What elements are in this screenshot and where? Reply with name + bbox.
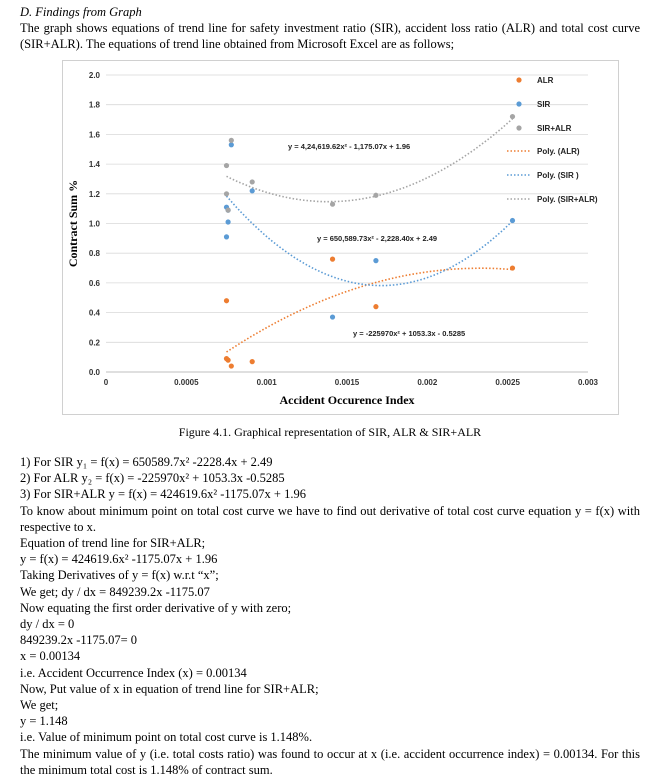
text-line: y = 1.148 — [20, 714, 68, 729]
data-point — [329, 256, 336, 262]
x-tick-label: 0.002 — [417, 378, 438, 387]
x-tick-label: 0.003 — [578, 378, 599, 387]
text-line: i.e. Accident Occurrence Index (x) = 0.0… — [20, 665, 247, 680]
y-axis-title: Contract Sum % — [66, 180, 80, 267]
legend-label: Poly. (SIR+ALR) — [537, 195, 598, 204]
x-tick-label: 0.0005 — [174, 378, 199, 387]
intro-paragraph: The graph shows equations of trend line … — [20, 21, 640, 51]
y-tick-label: 2.0 — [89, 71, 101, 80]
data-point — [225, 219, 231, 225]
data-point — [223, 191, 230, 197]
y-tick-label: 1.0 — [89, 220, 101, 229]
data-point — [509, 217, 516, 224]
legend-label: SIR — [537, 100, 551, 109]
y-tick-label: 0.0 — [89, 368, 101, 377]
data-point — [223, 234, 230, 240]
text-line: y = f(x) = 424619.6x² -1175.07x + 1.96 — [20, 552, 218, 567]
trendline-equation: y = 650,589.73x² - 2,228.40x + 2.49 — [317, 234, 437, 243]
text-line: dy / dx = 0 — [20, 617, 75, 632]
trendline — [226, 118, 514, 203]
data-point — [373, 258, 379, 264]
data-point — [373, 304, 379, 310]
data-point — [228, 137, 234, 143]
text-line: To know about minimum point on total cos… — [20, 503, 640, 534]
data-point — [223, 162, 230, 169]
scatter-chart: 0.0 0.2 0.4 0.6 0.8 1.0 1.2 1.4 1.6 1.8 2.0 0 0.0005… — [66, 71, 599, 407]
text-line: i.e. Value of minimum point on total cos… — [20, 730, 313, 745]
data-point — [249, 179, 255, 185]
figure-chart: 0.0 0.2 0.4 0.6 0.8 1.0 1.2 1.4 1.6 1.8 2.0 0 0.0005… — [62, 60, 619, 415]
trendline — [225, 195, 514, 287]
data-point — [373, 192, 379, 198]
y-tick-label: 1.6 — [89, 130, 101, 139]
trendline — [226, 267, 513, 353]
text-line: 1) For SIR y₁ = f(x) = 650589.7x² -2228.… — [20, 455, 273, 469]
y-tick-label: 0.8 — [89, 249, 101, 258]
text-line: Equation of trend line for SIR+ALR; — [20, 536, 206, 551]
x-tick-label: 0 — [104, 378, 109, 387]
text-line: Taking Derivatives of y = f(x) w.r.t “x”… — [20, 568, 219, 583]
y-tick-label: 0.2 — [89, 338, 101, 347]
text-line: x = 0.00134 — [20, 649, 81, 664]
text-line: 3) For SIR+ALR y = f(x) = 424619.6x² -11… — [20, 487, 306, 502]
x-tick-label: 0.0025 — [495, 378, 520, 387]
data-point — [223, 298, 230, 304]
data-point — [228, 142, 234, 148]
legend-marker — [516, 101, 522, 107]
figure-caption: Figure 4.1. Graphical representation of … — [178, 425, 482, 439]
y-tick-label: 1.8 — [89, 101, 101, 110]
legend-label: Poly. (SIR ) — [537, 171, 579, 180]
text-line: 849239.2x -1175.07= 0 — [20, 633, 137, 648]
x-axis-title: Accident Occurence Index — [279, 393, 414, 407]
data-point — [225, 207, 231, 213]
text-line: We get; — [20, 698, 59, 713]
data-point — [249, 359, 255, 365]
y-tick-label: 1.4 — [89, 160, 101, 169]
legend-label: SIR+ALR — [537, 124, 572, 133]
legend-marker — [516, 77, 522, 83]
data-point — [225, 357, 231, 363]
x-tick-label: 0.001 — [257, 378, 278, 387]
y-tick-label: 0.6 — [89, 279, 101, 288]
trendline-equation: y = 4,24,619.62x² - 1,175.07x + 1.96 — [288, 142, 410, 151]
y-tick-label: 1.2 — [89, 190, 101, 199]
text-line: We get; dy / dx = 849239.2x -1175.07 — [20, 584, 210, 599]
text-line: Now, Put value of x in equation of trend… — [20, 681, 319, 696]
data-point — [329, 314, 336, 320]
data-point — [509, 113, 516, 120]
data-point — [249, 188, 255, 194]
y-tick-label: 0.4 — [89, 309, 101, 318]
x-tick-label: 0.0015 — [335, 378, 360, 387]
section-heading: D. Findings from Graph — [20, 5, 142, 19]
text-line: 2) For ALR y₂ = f(x) = -225970x² + 1053.… — [20, 471, 285, 486]
trendline-equation: y = -225970x² + 1053.3x - 0.5285 — [353, 329, 465, 338]
data-point — [329, 201, 336, 207]
text-line: Now equating the first order derivative … — [20, 600, 292, 615]
text-line: The minimum value of y (i.e. total costs… — [20, 746, 640, 777]
derivation-text: 1) For SIR y₁ = f(x) = 650589.7x² -2228.… — [20, 454, 640, 778]
legend-marker — [516, 125, 522, 131]
data-point — [228, 363, 234, 369]
legend-label: Poly. (ALR) — [537, 147, 580, 156]
legend-label: ALR — [537, 76, 554, 85]
data-point — [509, 265, 516, 271]
